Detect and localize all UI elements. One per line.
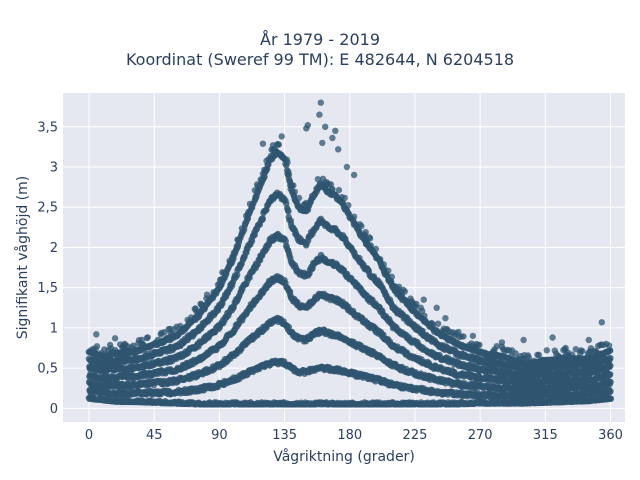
data-point bbox=[476, 341, 483, 348]
chart-title: År 1979 - 2019 bbox=[260, 30, 380, 49]
data-point bbox=[144, 334, 151, 341]
data-point bbox=[434, 320, 442, 327]
data-point bbox=[460, 333, 467, 340]
data-point bbox=[543, 347, 550, 354]
data-point bbox=[350, 213, 358, 220]
data-point bbox=[341, 194, 348, 202]
data-points bbox=[85, 99, 615, 408]
data-point bbox=[295, 194, 303, 202]
data-point bbox=[248, 238, 256, 245]
data-point bbox=[259, 215, 266, 222]
data-point bbox=[366, 235, 374, 242]
data-point bbox=[372, 245, 380, 253]
data-point bbox=[290, 182, 297, 189]
data-point bbox=[345, 202, 352, 209]
data-point bbox=[335, 186, 343, 194]
data-point bbox=[388, 273, 395, 280]
data-point bbox=[385, 267, 392, 274]
data-point bbox=[285, 208, 292, 215]
data-point bbox=[275, 141, 282, 148]
data-point bbox=[93, 343, 101, 350]
data-point bbox=[291, 188, 298, 195]
data-point bbox=[284, 159, 291, 166]
data-point bbox=[358, 222, 365, 230]
chart-subtitle: Koordinat (Sweref 99 TM): E 482644, N 62… bbox=[125, 50, 515, 69]
data-point bbox=[234, 271, 241, 279]
data-point bbox=[401, 288, 408, 295]
data-point bbox=[285, 171, 293, 178]
